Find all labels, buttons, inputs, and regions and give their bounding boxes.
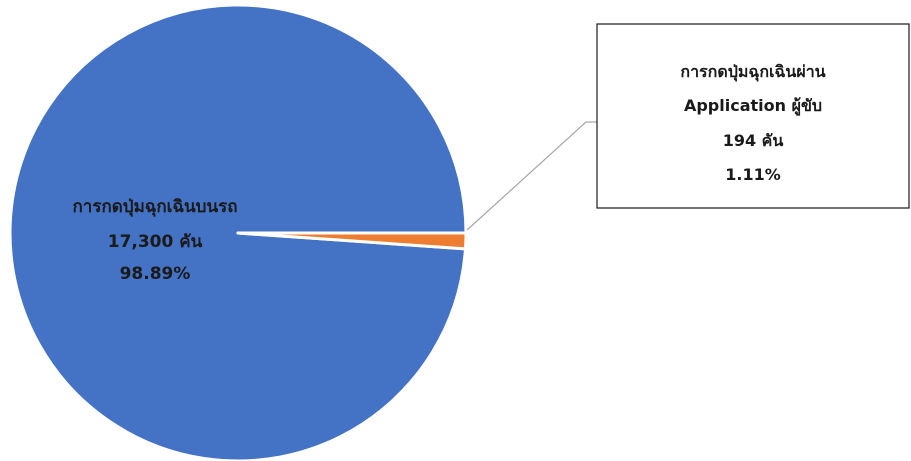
callout-box-frame [596, 23, 910, 209]
callout-label-percent: 1.11% [725, 165, 781, 184]
slice-label-main: การกดปุ่มฉุกเฉินบนรถ 17,300 คัน 98.89% [72, 197, 237, 284]
callout-label-name-line-1: การกดปุ่มฉุกเฉินผ่าน [680, 62, 825, 82]
callout-leader-line [466, 121, 587, 231]
slice-label-main-value: 17,300 คัน [108, 232, 203, 252]
slice-label-main-name: การกดปุ่มฉุกเฉินบนรถ [72, 197, 237, 217]
pie-slices [8, 3, 468, 461]
callout-label-value: 194 คัน [723, 131, 784, 150]
slice-label-main-percent: 98.89% [120, 264, 191, 284]
callout-box: การกดปุ่มฉุกเฉินผ่าน Application ผู้ขับ … [596, 23, 910, 209]
callout-label-name-line-2: Application ผู้ขับ [684, 96, 822, 117]
pie-slice-app [236, 231, 468, 251]
